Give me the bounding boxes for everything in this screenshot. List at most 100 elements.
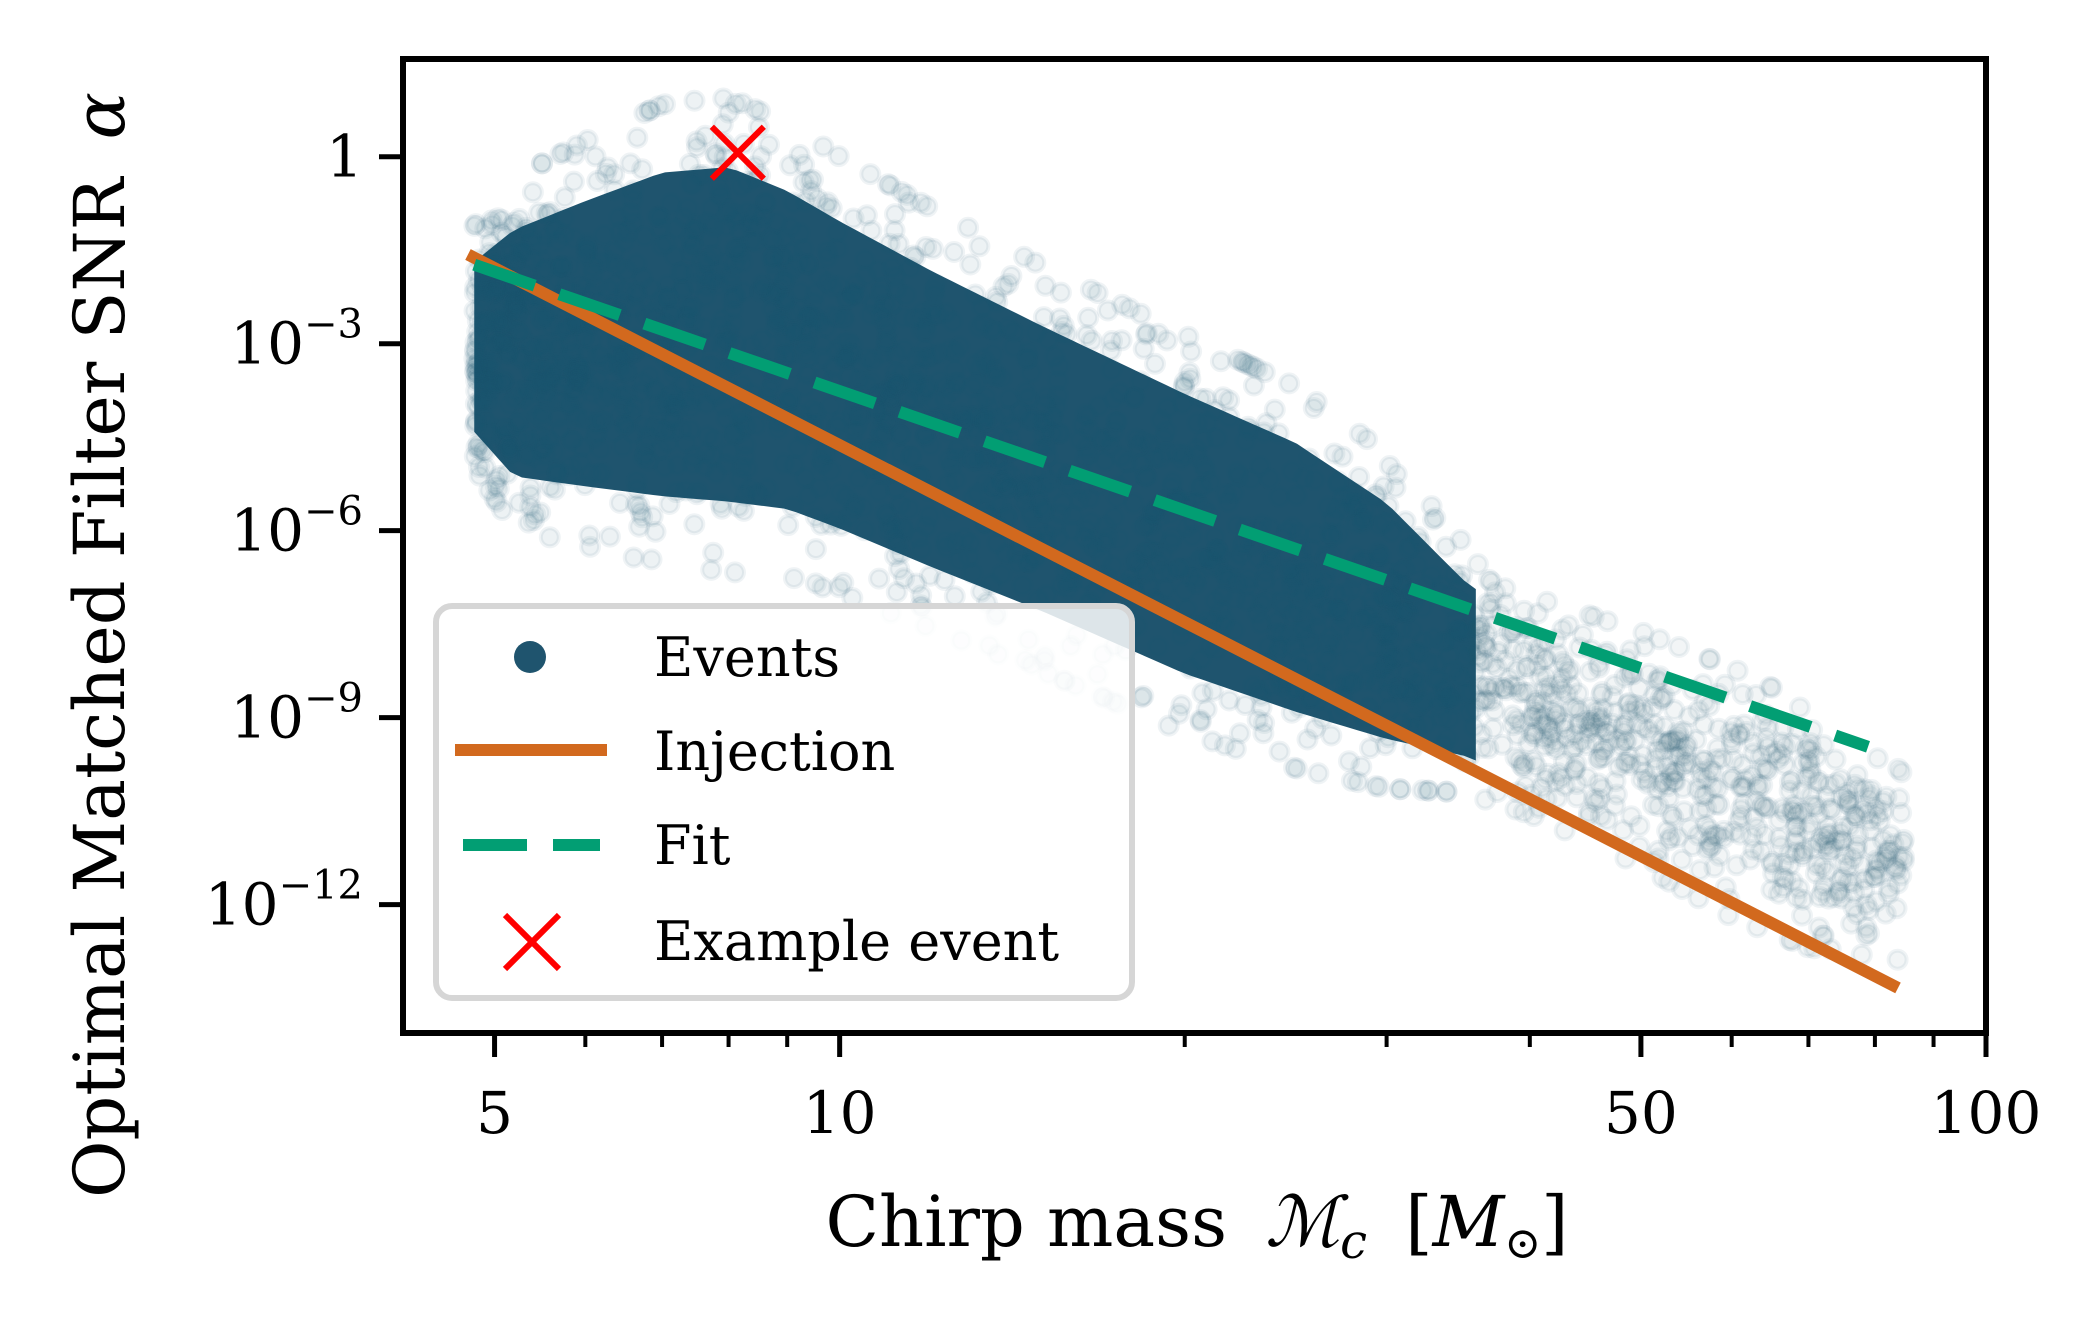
event-point (572, 327, 595, 350)
event-point (1158, 560, 1181, 583)
event-point (720, 263, 743, 286)
event-point (1761, 743, 1784, 766)
event-point (683, 445, 705, 468)
event-point (654, 419, 677, 442)
event-point (1487, 641, 1510, 663)
x-tick-label: 50 (1604, 1079, 1678, 1147)
event-point (730, 175, 753, 198)
event-point (508, 207, 531, 230)
event-point (1406, 641, 1429, 664)
event-point (1469, 651, 1492, 674)
event-point (968, 235, 991, 258)
event-point (1698, 818, 1721, 841)
event-point (1213, 734, 1236, 757)
event-point (519, 333, 542, 356)
event-point (1720, 768, 1743, 791)
event-point (1762, 862, 1785, 885)
event-point (1139, 514, 1162, 537)
event-point (637, 426, 660, 449)
event-point (1384, 601, 1407, 624)
event-point (1778, 854, 1801, 876)
event-point (603, 179, 626, 202)
event-point (1482, 717, 1505, 740)
event-point (1195, 387, 1217, 410)
event-point (464, 276, 487, 299)
event-point (1666, 720, 1689, 743)
event-point (880, 256, 903, 279)
event-point (1424, 507, 1447, 529)
event-point (1513, 599, 1536, 622)
event-point (1029, 495, 1052, 518)
event-point (1667, 724, 1690, 747)
event-point (1280, 575, 1303, 597)
event-point (739, 230, 762, 253)
event-point (1564, 735, 1586, 758)
event-point (884, 545, 906, 567)
event-point (519, 495, 542, 518)
event-point (619, 152, 642, 175)
event-point (1031, 474, 1054, 497)
event-point (898, 497, 921, 520)
event-point (1226, 572, 1249, 595)
event-point (619, 201, 642, 224)
event-point (1855, 916, 1878, 939)
event-point (1333, 609, 1356, 632)
event-point (1390, 618, 1413, 641)
event-point (884, 525, 907, 548)
event-point (1384, 476, 1407, 499)
event-point (1648, 628, 1671, 651)
event-point (816, 246, 839, 269)
event-point (739, 210, 762, 233)
event-point (856, 374, 879, 397)
event-point (1404, 680, 1427, 703)
event-point (521, 394, 544, 417)
event-point (983, 320, 1006, 343)
event-point (561, 430, 584, 453)
event-point (1271, 622, 1293, 645)
event-point (467, 360, 490, 383)
event-point (1096, 526, 1119, 549)
event-point (900, 445, 922, 468)
event-point (1533, 705, 1556, 728)
event-point (1017, 347, 1040, 370)
event-point (779, 388, 802, 411)
event-point (1694, 813, 1717, 836)
event-point (1304, 522, 1327, 545)
event-point (530, 438, 553, 461)
event-point (1659, 766, 1682, 788)
legend-label-example: Example event (654, 910, 1059, 973)
event-point (1242, 374, 1265, 397)
event-point (1049, 422, 1072, 445)
event-point (1676, 734, 1699, 757)
event-point (531, 152, 553, 175)
event-point (1591, 740, 1613, 763)
event-point (1306, 604, 1329, 627)
event-point (1327, 523, 1350, 546)
event-point (815, 195, 838, 218)
event-point (471, 286, 494, 309)
event-point (631, 506, 654, 529)
event-point (506, 379, 529, 402)
event-point (494, 225, 517, 248)
event-point (625, 252, 648, 275)
event-point (1438, 687, 1461, 710)
event-point (811, 453, 833, 476)
event-point (1032, 306, 1055, 329)
event-point (1720, 733, 1743, 756)
event-point (1396, 601, 1419, 624)
event-point (478, 335, 501, 358)
event-point (1506, 675, 1528, 698)
event-point (911, 301, 934, 323)
event-point (893, 567, 915, 590)
event-point (1827, 879, 1850, 902)
event-point (747, 116, 770, 139)
event-point (1561, 738, 1584, 761)
event-point (639, 277, 662, 300)
event-point (1670, 848, 1693, 871)
event-point (1077, 405, 1100, 428)
event-point (1002, 335, 1025, 358)
event-point (848, 412, 871, 435)
event-point (1002, 465, 1025, 488)
event-point (578, 524, 601, 547)
event-point (714, 452, 737, 475)
